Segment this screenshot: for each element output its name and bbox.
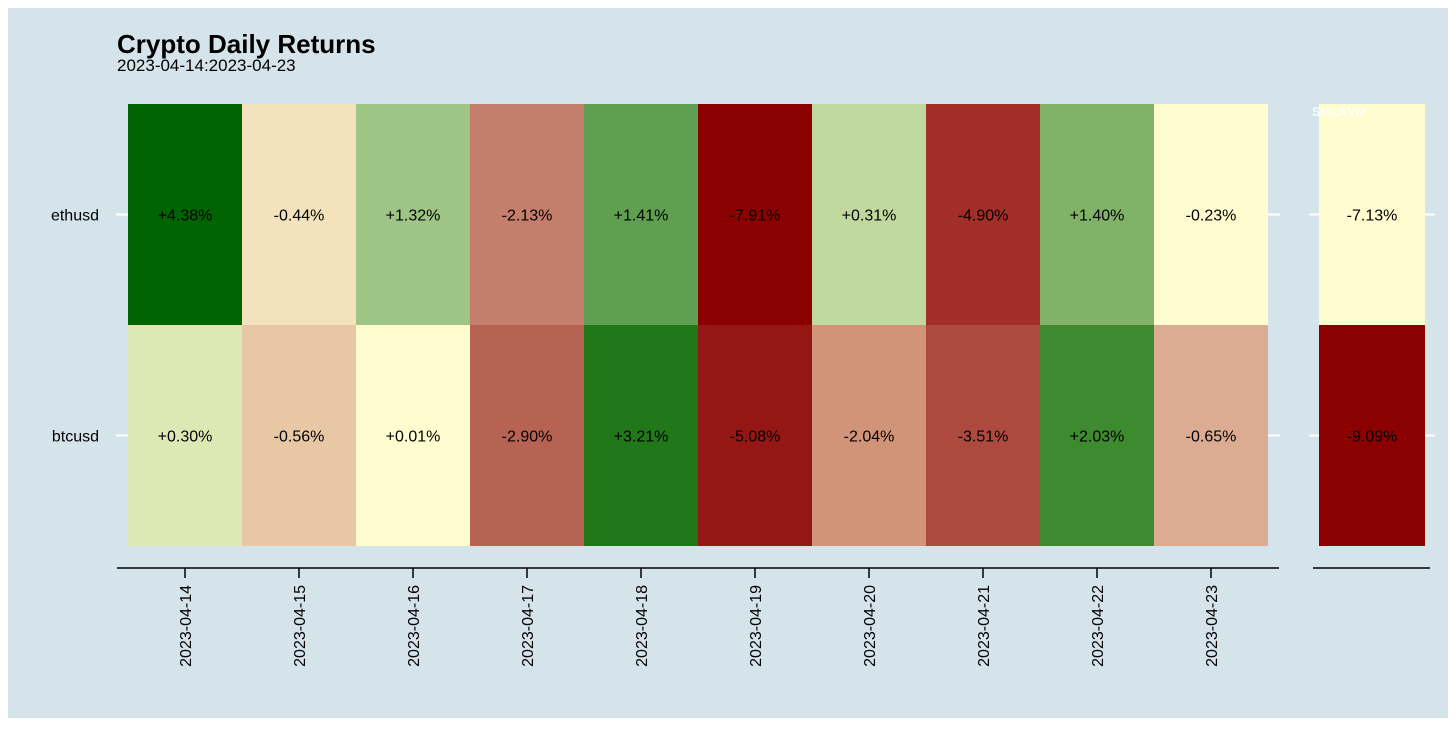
cell-label: -0.23%	[1186, 208, 1237, 225]
column-label: 2023-04-18	[634, 585, 651, 667]
column-label: 2023-04-20	[862, 585, 879, 667]
heatmap-cells: +4.38% -0.44% +1.32% -2.13% +1.41% -7.91% +0.3…	[128, 104, 1268, 546]
cell-label: +1.40%	[1070, 208, 1125, 225]
heatmap-cell	[1154, 325, 1268, 546]
heatmap-cell	[698, 104, 812, 325]
cell-label: +2.03%	[1070, 429, 1125, 446]
heatmap-cell	[584, 325, 698, 546]
cell-label: -4.90%	[958, 208, 1009, 225]
cell-label: +4.38%	[158, 208, 213, 225]
summary-label: -7.13%	[1347, 208, 1398, 225]
heatmap-cell	[1154, 104, 1268, 325]
heatmap-cell	[356, 104, 470, 325]
cell-label: +0.30%	[158, 429, 213, 446]
heatmap-cell	[1040, 104, 1154, 325]
heatmap-cell	[242, 325, 356, 546]
row-label: btcusd	[52, 429, 99, 446]
heatmap-cell	[128, 104, 242, 325]
cell-label: +3.21%	[614, 429, 669, 446]
heatmap-cell	[128, 325, 242, 546]
heatmap-cell	[242, 104, 356, 325]
heatmap-cell	[584, 104, 698, 325]
cell-label: -7.91%	[730, 208, 781, 225]
heatmap-cell	[926, 104, 1040, 325]
cell-label: +1.32%	[386, 208, 441, 225]
row-label: ethusd	[51, 208, 99, 225]
column-label: 2023-04-14	[178, 585, 195, 667]
cell-label: -0.44%	[274, 208, 325, 225]
axes: ethusd btcusd 2023-04-14 2023-04-15 2023-04-…	[51, 208, 1435, 667]
summary-cell	[1319, 104, 1425, 325]
heatmap-cell	[356, 325, 470, 546]
column-label: 2023-04-21	[976, 585, 993, 667]
cell-label: -5.08%	[730, 429, 781, 446]
column-label: 2023-04-22	[1090, 585, 1107, 667]
column-label: 2023-04-15	[292, 585, 309, 667]
cell-label: -2.90%	[502, 429, 553, 446]
column-label: 2023-04-17	[520, 585, 537, 667]
summary-label: -9.09%	[1347, 429, 1398, 446]
heatmap-cell	[812, 104, 926, 325]
heatmap-cell	[470, 104, 584, 325]
cell-label: -2.13%	[502, 208, 553, 225]
chart-subtitle: 2023-04-14:2023-04-23	[117, 56, 296, 75]
cell-label: -2.04%	[844, 429, 895, 446]
heatmap-cell	[1040, 325, 1154, 546]
chart-title: Crypto Daily Returns	[117, 29, 376, 59]
column-label: 2023-04-23	[1204, 585, 1221, 667]
summary-cells: -7.13% -9.09%	[1319, 104, 1425, 546]
cell-label: +1.41%	[614, 208, 669, 225]
heatmap-cell	[470, 325, 584, 546]
heatmap-cell	[812, 325, 926, 546]
cell-label: -0.65%	[1186, 429, 1237, 446]
heatmap-cell	[698, 325, 812, 546]
heatmap-cell	[926, 325, 1040, 546]
column-label: 2023-04-19	[748, 585, 765, 667]
cell-label: -3.51%	[958, 429, 1009, 446]
cell-label: +0.31%	[842, 208, 897, 225]
watermark: StockViz	[1312, 104, 1366, 119]
cell-label: +0.01%	[386, 429, 441, 446]
column-label: 2023-04-16	[406, 585, 423, 667]
cell-label: -0.56%	[274, 429, 325, 446]
summary-cell	[1319, 325, 1425, 546]
